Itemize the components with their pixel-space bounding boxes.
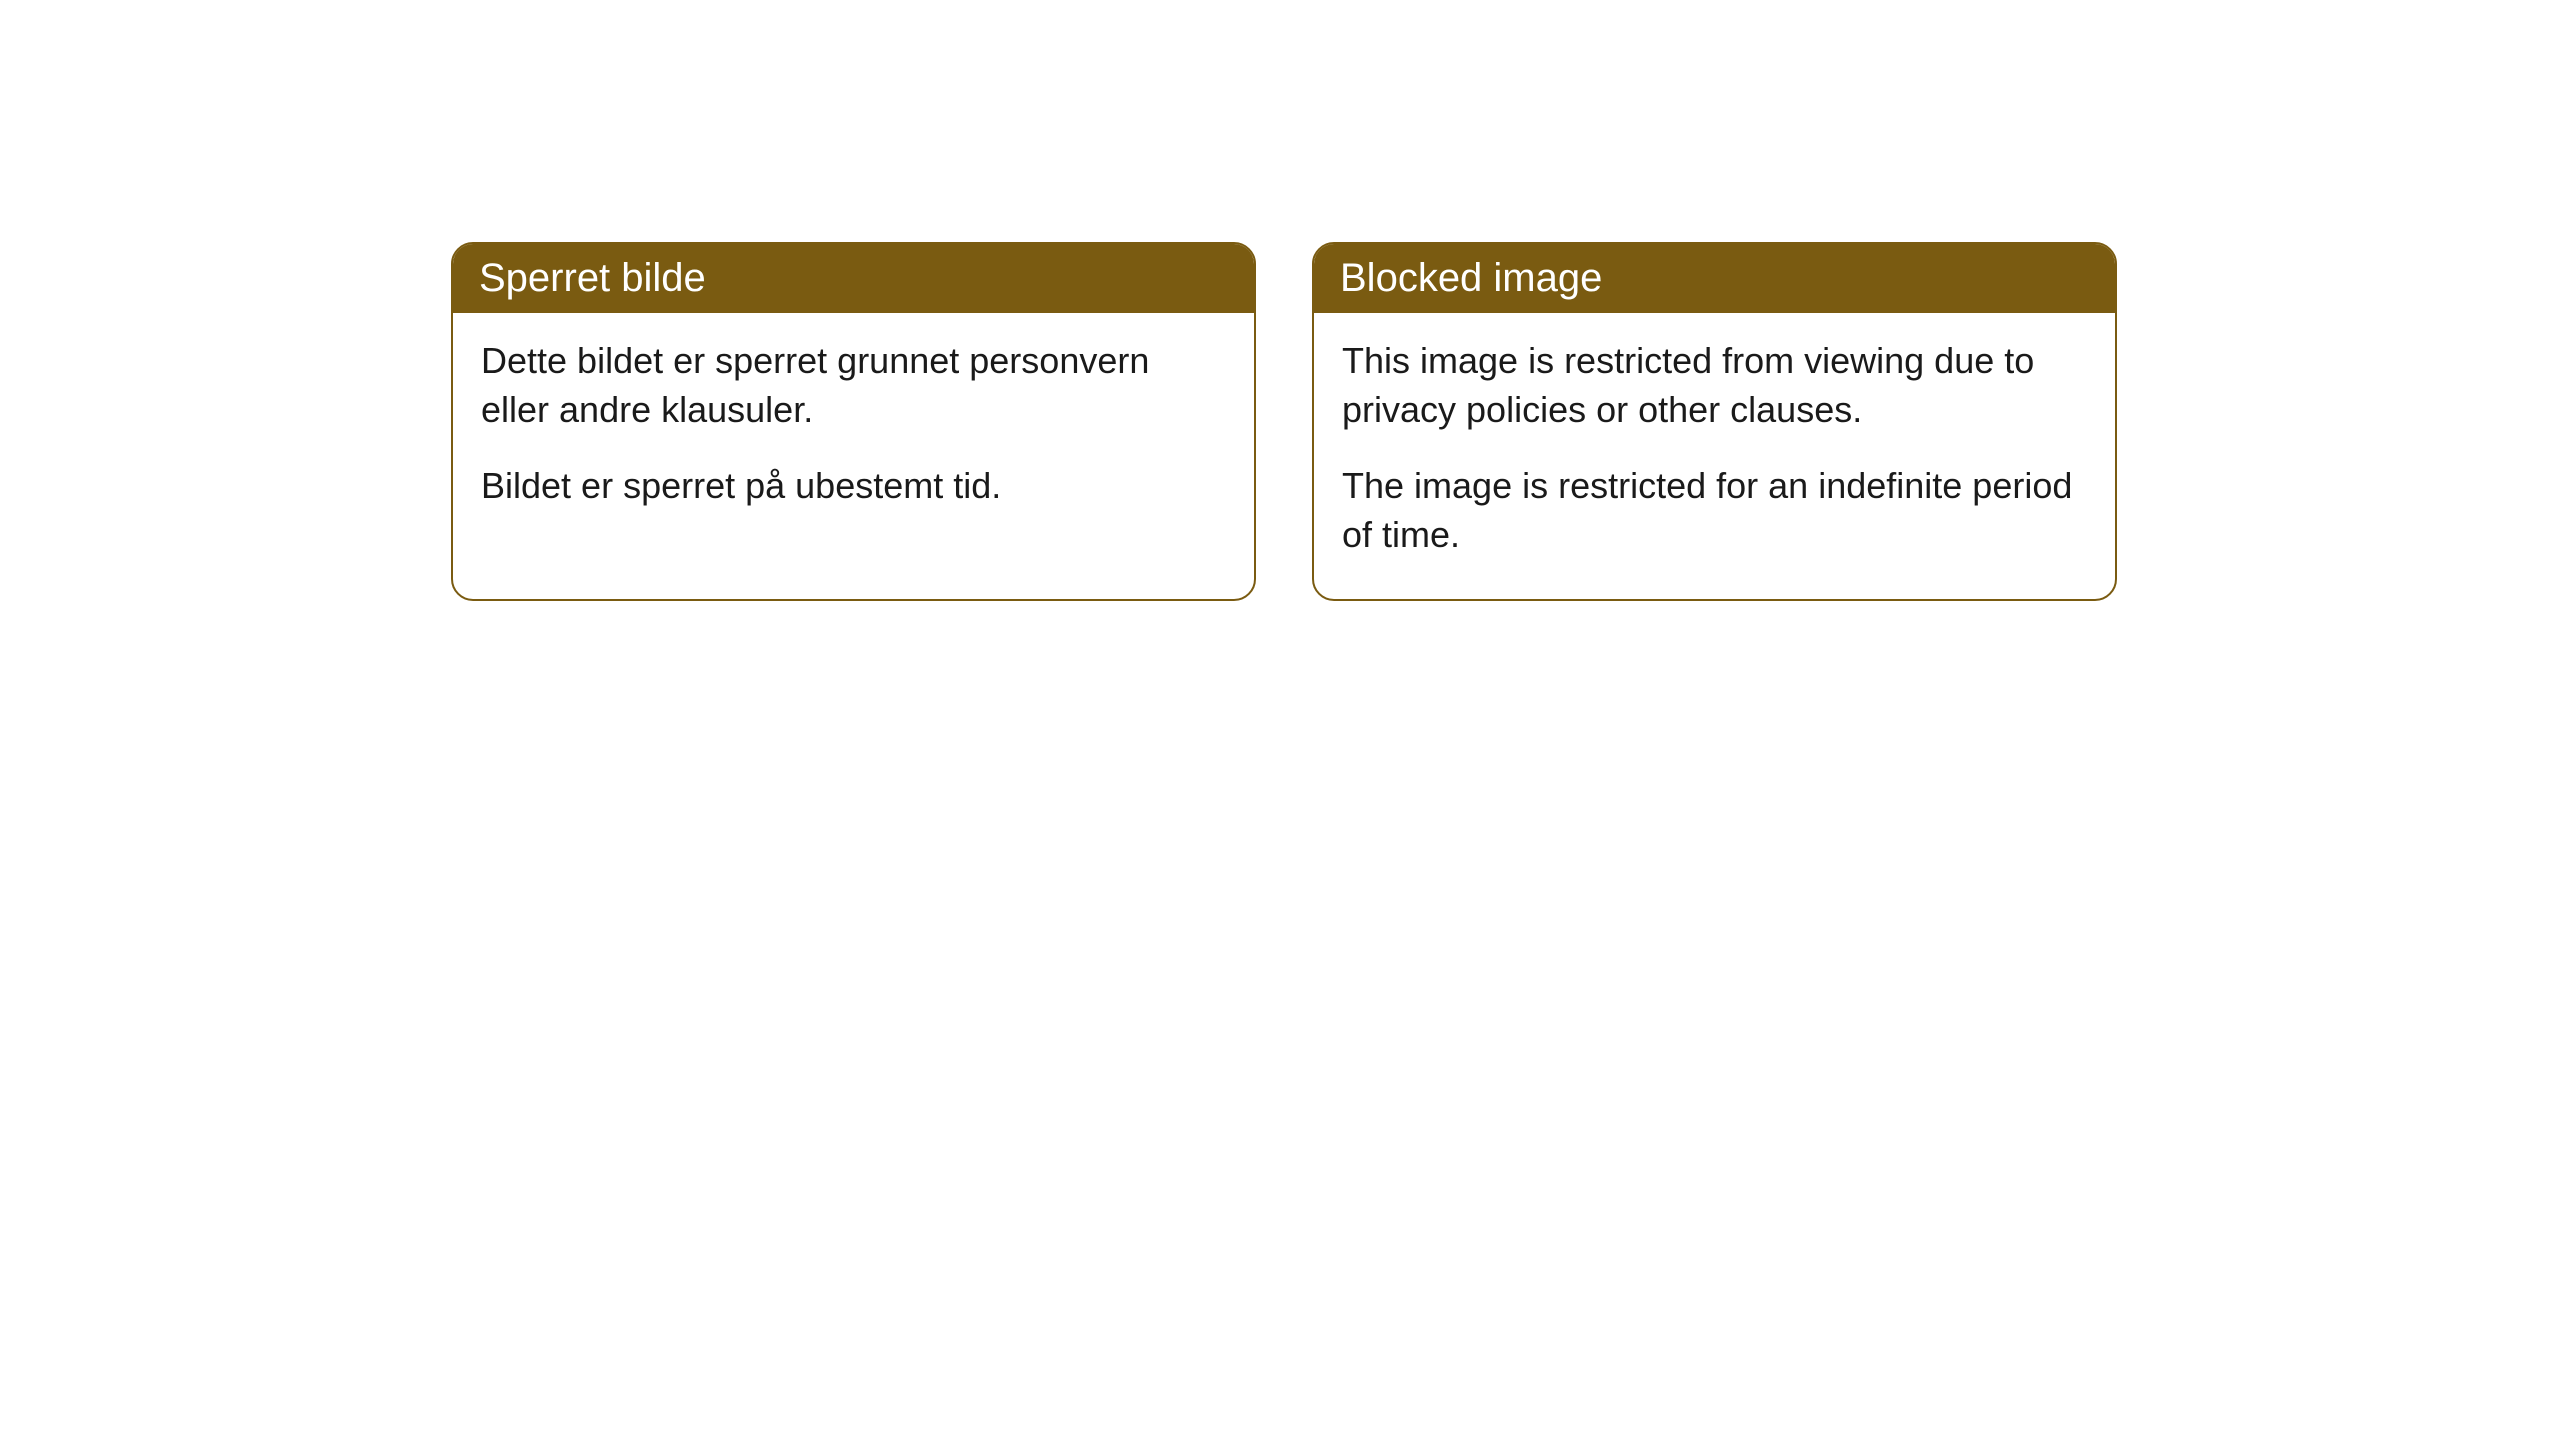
notice-card-english: Blocked image This image is restricted f… bbox=[1312, 242, 2117, 601]
card-text-line: This image is restricted from viewing du… bbox=[1342, 337, 2087, 434]
card-header-english: Blocked image bbox=[1314, 244, 2115, 313]
notice-container: Sperret bilde Dette bildet er sperret gr… bbox=[451, 242, 2117, 601]
card-body-english: This image is restricted from viewing du… bbox=[1314, 313, 2115, 599]
card-text-line: Bildet er sperret på ubestemt tid. bbox=[481, 462, 1226, 511]
card-body-norwegian: Dette bildet er sperret grunnet personve… bbox=[453, 313, 1254, 551]
card-title: Sperret bilde bbox=[479, 256, 706, 300]
notice-card-norwegian: Sperret bilde Dette bildet er sperret gr… bbox=[451, 242, 1256, 601]
card-header-norwegian: Sperret bilde bbox=[453, 244, 1254, 313]
card-text-line: The image is restricted for an indefinit… bbox=[1342, 462, 2087, 559]
card-title: Blocked image bbox=[1340, 256, 1602, 300]
card-text-line: Dette bildet er sperret grunnet personve… bbox=[481, 337, 1226, 434]
